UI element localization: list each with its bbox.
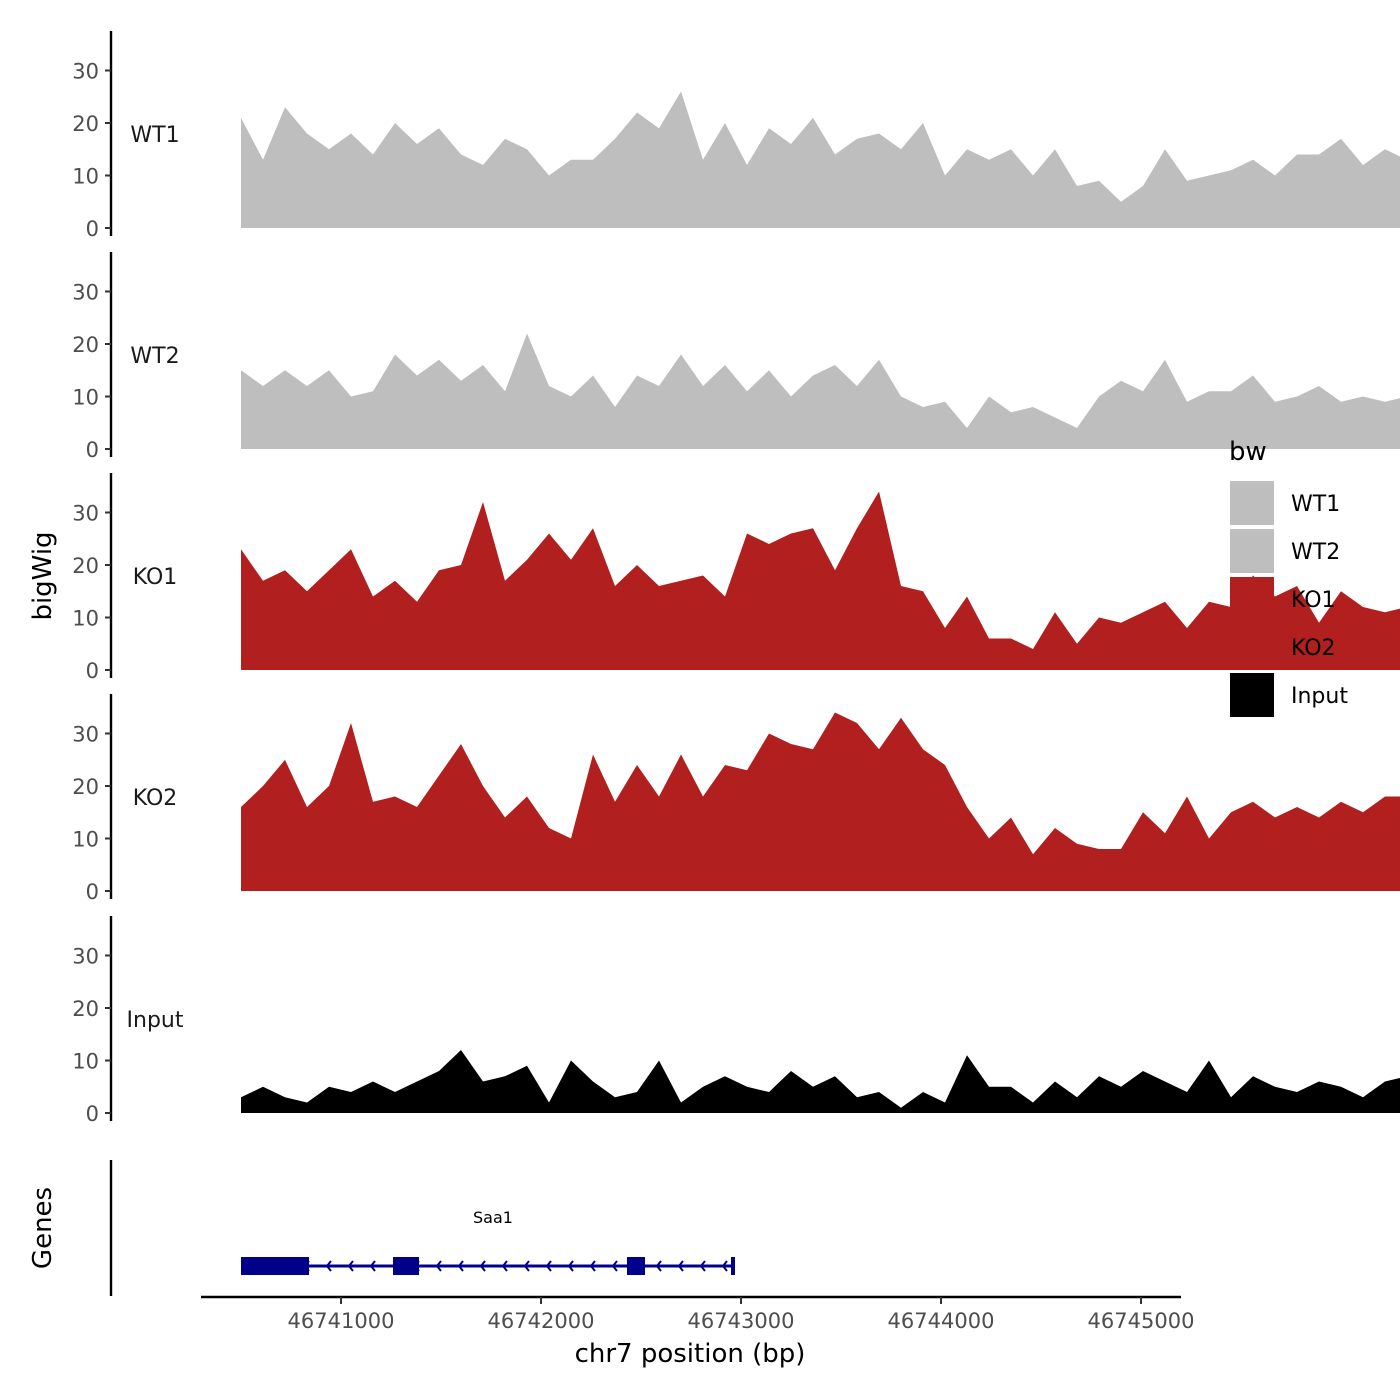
legend-label: KO1 [1291, 588, 1336, 613]
legend-key-ko1 [1230, 577, 1274, 621]
bigwig-tracks: 0 10 20 30 WT1 0 10 20 30 WT2 0 10 20 30 KO1 0 10 20 30 KO2… [72, 31, 1400, 1126]
y-tick-label: 20 [72, 554, 99, 578]
series-area-wt2 [241, 333, 1400, 449]
track-ko1: 0 10 20 30 KO1 [72, 473, 1400, 683]
x-tick-label: 46741000 [288, 1309, 395, 1333]
x-axis: 46741000 46742000 46743000 46744000 46745000 [201, 1295, 1195, 1333]
legend-key-wt2 [1230, 529, 1274, 573]
legend-key-ko2 [1230, 625, 1274, 669]
legend-key-wt1 [1230, 481, 1274, 525]
y-tick-label: 30 [72, 281, 99, 305]
y-tick-label: 20 [72, 112, 99, 136]
y-tick-label: 20 [72, 333, 99, 357]
strand-arrow [677, 1260, 684, 1272]
gene-exon [731, 1257, 735, 1275]
y-tick-label: 20 [72, 775, 99, 799]
y-tick-label: 20 [72, 997, 99, 1021]
x-tick-label: 46745000 [1088, 1309, 1195, 1333]
series-area-ko2 [241, 712, 1400, 891]
legend-label: WT1 [1291, 492, 1340, 517]
strand-arrow [501, 1260, 508, 1272]
gene-exon [241, 1257, 309, 1275]
x-tick-label: 46744000 [888, 1309, 995, 1333]
y-tick-label: 30 [72, 502, 99, 526]
strand-arrow [545, 1260, 552, 1272]
strand-arrow [567, 1260, 574, 1272]
y-tick-label: 10 [72, 165, 99, 189]
legend: bw WT1 WT2 KO1 KO2 Input [1229, 437, 1348, 717]
track-input: 0 10 20 30 Input [72, 916, 1400, 1126]
track-label: WT1 [130, 123, 179, 148]
series-area-wt1 [241, 91, 1400, 228]
gene-exon [393, 1257, 419, 1275]
y-axis-title: bigWig [28, 531, 58, 620]
strand-arrow [589, 1260, 596, 1272]
y-tick-label: 0 [86, 880, 99, 904]
y-tick-label: 30 [72, 60, 99, 84]
strand-arrow [457, 1260, 464, 1272]
strand-arrow [699, 1260, 706, 1272]
legend-key-input [1230, 673, 1274, 717]
track-wt1: 0 10 20 30 WT1 [72, 31, 1400, 241]
track-wt2: 0 10 20 30 WT2 [72, 252, 1400, 462]
series-area-input [241, 1050, 1400, 1113]
strand-arrow [479, 1260, 486, 1272]
gene-name-label: Saa1 [473, 1208, 513, 1227]
strand-arrow [721, 1260, 728, 1272]
track-ko2: 0 10 20 30 KO2 [72, 694, 1400, 904]
strand-arrow [347, 1260, 354, 1272]
strand-arrow [325, 1260, 332, 1272]
gene-exon [627, 1257, 645, 1275]
x-tick-label: 46742000 [488, 1309, 595, 1333]
track-label: Input [127, 1008, 184, 1033]
track-label: WT2 [130, 344, 179, 369]
legend-title: bw [1229, 437, 1267, 467]
y-tick-label: 30 [72, 723, 99, 747]
strand-arrow [611, 1260, 618, 1272]
genes-track: Saa1 [109, 1160, 735, 1296]
x-axis-title: chr7 position (bp) [575, 1339, 806, 1369]
legend-label: KO2 [1291, 636, 1336, 661]
y-tick-label: 0 [86, 659, 99, 683]
y-tick-label: 0 [86, 1102, 99, 1126]
track-label: KO1 [133, 565, 178, 590]
genes-axis-title: Genes [28, 1187, 58, 1269]
y-tick-label: 0 [86, 438, 99, 462]
y-tick-label: 0 [86, 217, 99, 241]
y-tick-label: 10 [72, 828, 99, 852]
strand-arrow [523, 1260, 530, 1272]
y-tick-label: 10 [72, 607, 99, 631]
strand-arrow [655, 1260, 662, 1272]
strand-arrow [369, 1260, 376, 1272]
track-label: KO2 [133, 786, 178, 811]
legend-label: Input [1291, 684, 1348, 709]
strand-arrow [435, 1260, 442, 1272]
y-tick-label: 30 [72, 945, 99, 969]
y-tick-label: 10 [72, 386, 99, 410]
series-area-ko1 [241, 491, 1400, 670]
y-tick-label: 10 [72, 1050, 99, 1074]
legend-label: WT2 [1291, 540, 1340, 565]
x-tick-label: 46743000 [688, 1309, 795, 1333]
